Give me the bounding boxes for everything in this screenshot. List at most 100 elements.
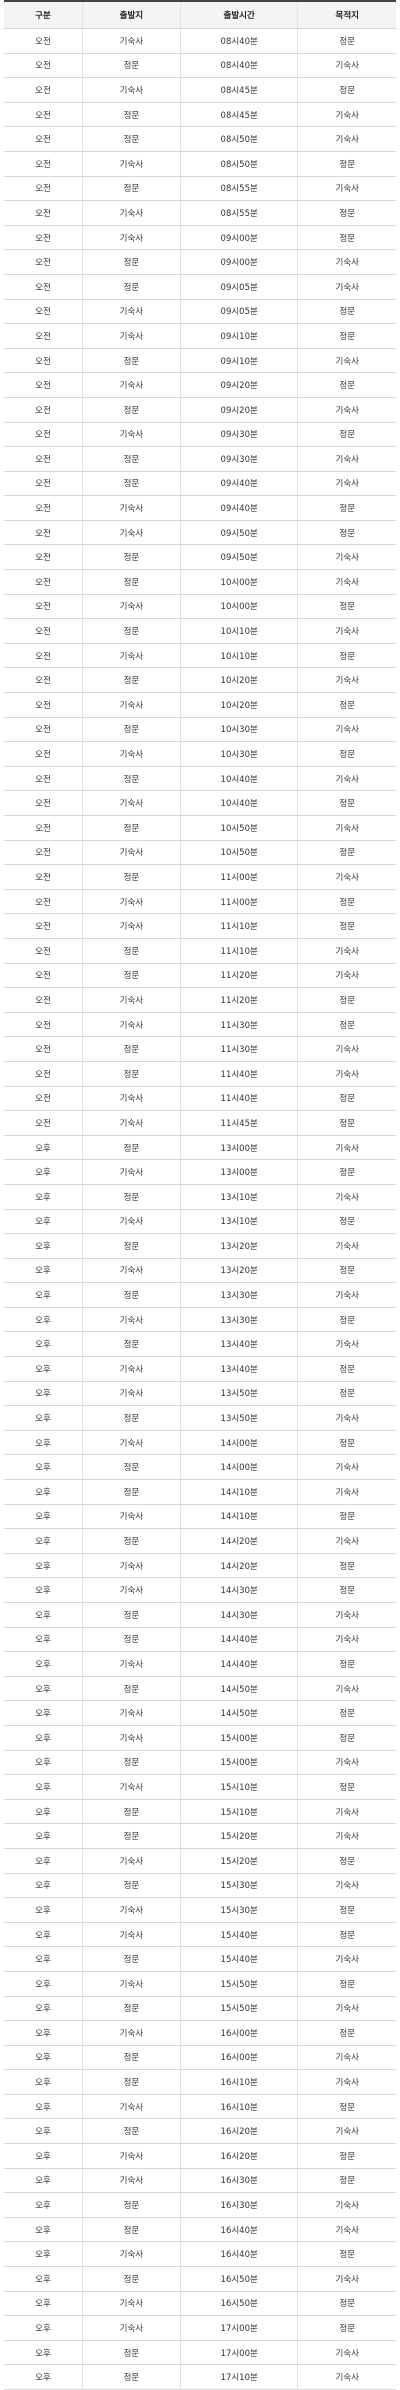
cell-destination: 기숙사 xyxy=(297,1627,396,1653)
cell-departure-time: 15시30분 xyxy=(179,1897,298,1923)
cell-departure: 정문 xyxy=(81,864,181,890)
cell-division: 오후 xyxy=(4,1725,83,1751)
cell-division: 오후 xyxy=(4,2364,83,2390)
cell-departure-time: 13시20분 xyxy=(179,1258,298,1284)
cell-departure: 기숙사 xyxy=(81,643,181,669)
cell-destination: 정문 xyxy=(297,1577,396,1603)
cell-division: 오전 xyxy=(4,471,83,497)
table-row: 오후 정문 17시10분 기숙사 xyxy=(4,2364,396,2390)
cell-division: 오전 xyxy=(4,1036,83,1062)
cell-departure-time: 13시40분 xyxy=(179,1356,298,1382)
cell-departure: 기숙사 xyxy=(81,1012,181,1038)
header-division: 구분 xyxy=(4,1,83,29)
cell-departure-time: 09시50분 xyxy=(179,544,298,571)
cell-departure: 기숙사 xyxy=(81,1897,181,1923)
cell-destination: 기숙사 xyxy=(297,1282,396,1308)
cell-division: 오후 xyxy=(4,2069,83,2095)
cell-division: 오전 xyxy=(4,77,83,103)
cell-division: 오후 xyxy=(4,1602,83,1628)
table-row: 오전 정문 09시05분 기숙사 xyxy=(4,274,396,300)
cell-destination: 기숙사 xyxy=(297,2266,396,2292)
cell-destination: 기숙사 xyxy=(297,1996,396,2022)
cell-division: 오전 xyxy=(4,176,83,202)
cell-division: 오후 xyxy=(4,1971,83,1997)
cell-departure-time: 16시20분 xyxy=(179,2143,298,2169)
cell-departure-time: 14시30분 xyxy=(179,1602,298,1628)
cell-division: 오전 xyxy=(4,1110,83,1136)
cell-destination: 기숙사 xyxy=(297,1405,396,1431)
cell-departure: 기숙사 xyxy=(81,594,181,620)
cell-departure-time: 09시20분 xyxy=(179,372,298,398)
cell-division: 오전 xyxy=(4,200,83,226)
table-row: 오전 정문 11시10분 기숙사 xyxy=(4,938,396,964)
cell-destination: 기숙사 xyxy=(297,1873,396,1899)
table-row: 오후 기숙사 16시20분 정문 xyxy=(4,2143,396,2169)
cell-division: 오후 xyxy=(4,1356,83,1382)
cell-departure-time: 14시00분 xyxy=(179,1454,298,1481)
cell-departure-time: 15시00분 xyxy=(179,1725,298,1751)
cell-departure-time: 08시55분 xyxy=(179,200,298,226)
cell-destination: 정문 xyxy=(297,2315,396,2341)
cell-departure-time: 15시20분 xyxy=(179,1823,298,1849)
cell-departure: 정문 xyxy=(81,274,181,300)
table-row: 오전 정문 09시20분 기숙사 xyxy=(4,397,396,423)
cell-departure: 기숙사 xyxy=(81,2168,181,2194)
cell-departure: 기숙사 xyxy=(81,1848,181,1874)
cell-destination: 기숙사 xyxy=(297,397,396,423)
cell-destination: 정문 xyxy=(297,2291,396,2317)
cell-destination: 기숙사 xyxy=(297,717,396,743)
cell-destination: 정문 xyxy=(297,643,396,669)
cell-departure-time: 10시10분 xyxy=(179,618,298,644)
cell-departure: 정문 xyxy=(81,1750,181,1776)
cell-departure: 정문 xyxy=(81,1405,181,1431)
cell-division: 오후 xyxy=(4,1135,83,1161)
cell-destination: 정문 xyxy=(297,2143,396,2169)
cell-division: 오후 xyxy=(4,2315,83,2341)
cell-departure: 기숙사 xyxy=(81,2143,181,2169)
cell-division: 오전 xyxy=(4,225,83,251)
cell-departure-time: 10시00분 xyxy=(179,569,298,595)
cell-division: 오후 xyxy=(4,2266,83,2292)
table-row: 오전 기숙사 09시20분 정문 xyxy=(4,372,396,398)
cell-destination: 기숙사 xyxy=(297,2192,396,2218)
cell-destination: 정문 xyxy=(297,299,396,325)
cell-destination: 기숙사 xyxy=(297,667,396,694)
cell-departure-time: 11시10분 xyxy=(179,913,298,939)
cell-departure-time: 13시00분 xyxy=(179,1159,298,1185)
cell-destination: 기숙사 xyxy=(297,1331,396,1358)
cell-departure-time: 11시20분 xyxy=(179,963,298,989)
cell-division: 오전 xyxy=(4,864,83,890)
cell-departure: 정문 xyxy=(81,1036,181,1062)
cell-departure-time: 11시30분 xyxy=(179,1036,298,1062)
table-body: 오전 기숙사 08시40분 정문 오전 정문 08시40분 기숙사 오전 기숙사 08시45분 정문 오… xyxy=(4,28,396,2390)
table-row: 오전 기숙사 08시55분 정문 xyxy=(4,200,396,226)
cell-destination: 기숙사 xyxy=(297,618,396,644)
cell-division: 오전 xyxy=(4,692,83,718)
table-row: 오전 기숙사 11시45분 정문 xyxy=(4,1110,396,1136)
cell-division: 오전 xyxy=(4,520,83,546)
cell-division: 오후 xyxy=(4,1430,83,1456)
cell-division: 오전 xyxy=(4,840,83,866)
cell-departure: 기숙사 xyxy=(81,372,181,398)
table-row: 오전 정문 08시50분 기숙사 xyxy=(4,126,396,152)
cell-departure-time: 09시30분 xyxy=(179,446,298,472)
table-row: 오후 정문 14시50분 기숙사 xyxy=(4,1676,396,1702)
cell-destination: 정문 xyxy=(297,2241,396,2268)
cell-destination: 기숙사 xyxy=(297,815,396,841)
table-row: 오전 정문 10시50분 기숙사 xyxy=(4,815,396,841)
cell-departure: 기숙사 xyxy=(81,77,181,103)
cell-division: 오후 xyxy=(4,2291,83,2317)
cell-departure-time: 13시30분 xyxy=(179,1307,298,1333)
cell-departure: 정문 xyxy=(81,1233,181,1259)
table-row: 오후 정문 16시40분 기숙사 xyxy=(4,2217,396,2243)
table-row: 오후 기숙사 16시10분 정문 xyxy=(4,2094,396,2120)
cell-destination: 기숙사 xyxy=(297,938,396,964)
table-row: 오후 기숙사 16시00분 정문 xyxy=(4,2020,396,2046)
cell-division: 오전 xyxy=(4,372,83,398)
cell-division: 오전 xyxy=(4,938,83,964)
cell-departure-time: 16시10분 xyxy=(179,2094,298,2120)
cell-departure-time: 10시50분 xyxy=(179,840,298,866)
cell-departure: 기숙사 xyxy=(81,1971,181,1997)
table-row: 오후 기숙사 13시00분 정문 xyxy=(4,1159,396,1185)
cell-departure: 기숙사 xyxy=(81,520,181,546)
